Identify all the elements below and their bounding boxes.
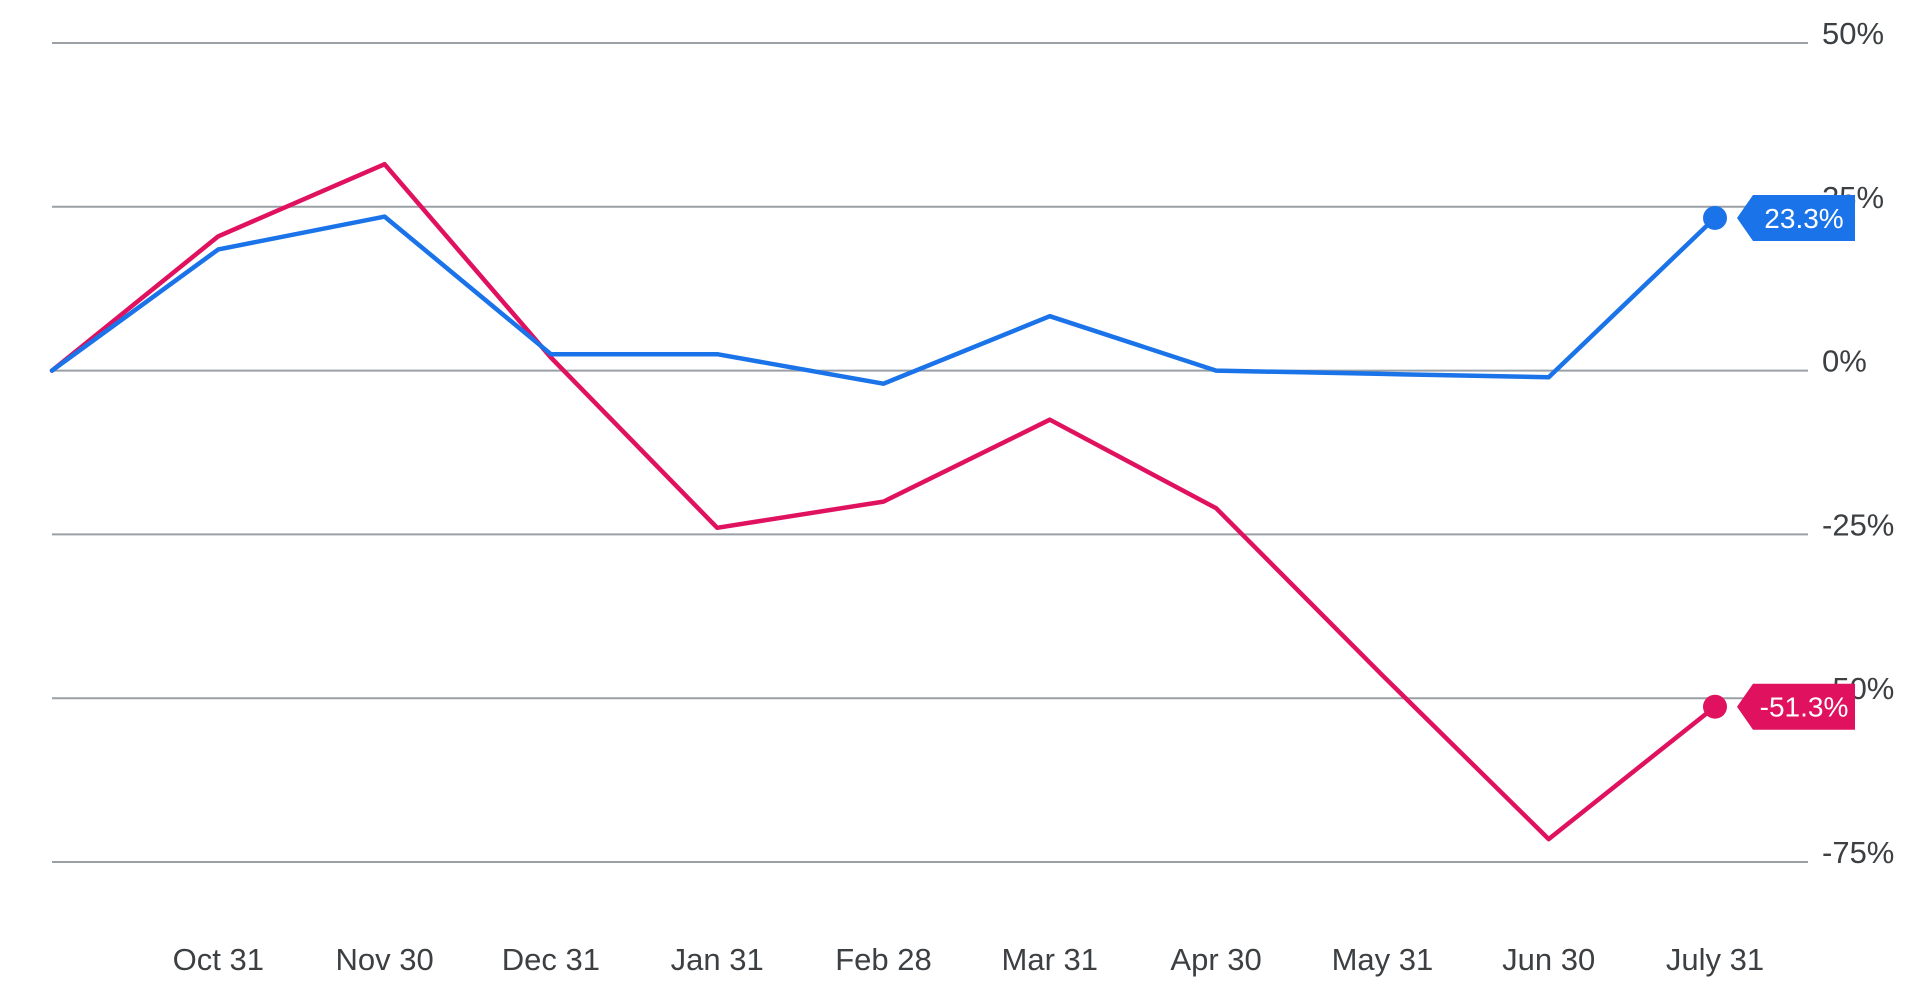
end-value-label: -51.3% xyxy=(1760,692,1849,723)
end-value-tag xyxy=(1737,683,1855,730)
y-tick-label: -25% xyxy=(1822,507,1894,542)
x-tick-label: Jan 31 xyxy=(671,942,764,977)
x-tick-label: Oct 31 xyxy=(173,942,264,977)
series-line xyxy=(49,214,1718,386)
gridlines xyxy=(52,42,1808,863)
end-value-label: 23.3% xyxy=(1764,203,1843,234)
x-tick-label: May 31 xyxy=(1332,942,1434,977)
series-lines xyxy=(49,161,1718,842)
x-tick-label: Dec 31 xyxy=(502,942,600,977)
end-point-marker xyxy=(1703,694,1727,719)
x-tick-label: Mar 31 xyxy=(1002,942,1098,977)
x-tick-label: Jun 30 xyxy=(1502,942,1595,977)
end-value-tag xyxy=(1737,194,1855,241)
y-tick-label: -75% xyxy=(1822,835,1894,870)
y-axis-tick-labels: 50%25%0%-25%-50%-75% xyxy=(1822,16,1894,870)
x-tick-label: Feb 28 xyxy=(835,942,932,977)
end-point-marker xyxy=(1703,205,1727,230)
x-tick-label: Nov 30 xyxy=(335,942,433,977)
x-tick-label: July 31 xyxy=(1666,942,1764,977)
y-tick-label: 50% xyxy=(1822,16,1884,51)
x-tick-label: Apr 30 xyxy=(1170,942,1261,977)
y-tick-label: 0% xyxy=(1822,344,1867,379)
end-labels: 23.3% -51.3% xyxy=(1703,194,1855,730)
x-axis-tick-labels: Oct 31 Nov 30 Dec 31 Jan 31 Feb 28 Mar 31 Apr … xyxy=(173,942,1764,977)
series-line xyxy=(49,161,1718,842)
